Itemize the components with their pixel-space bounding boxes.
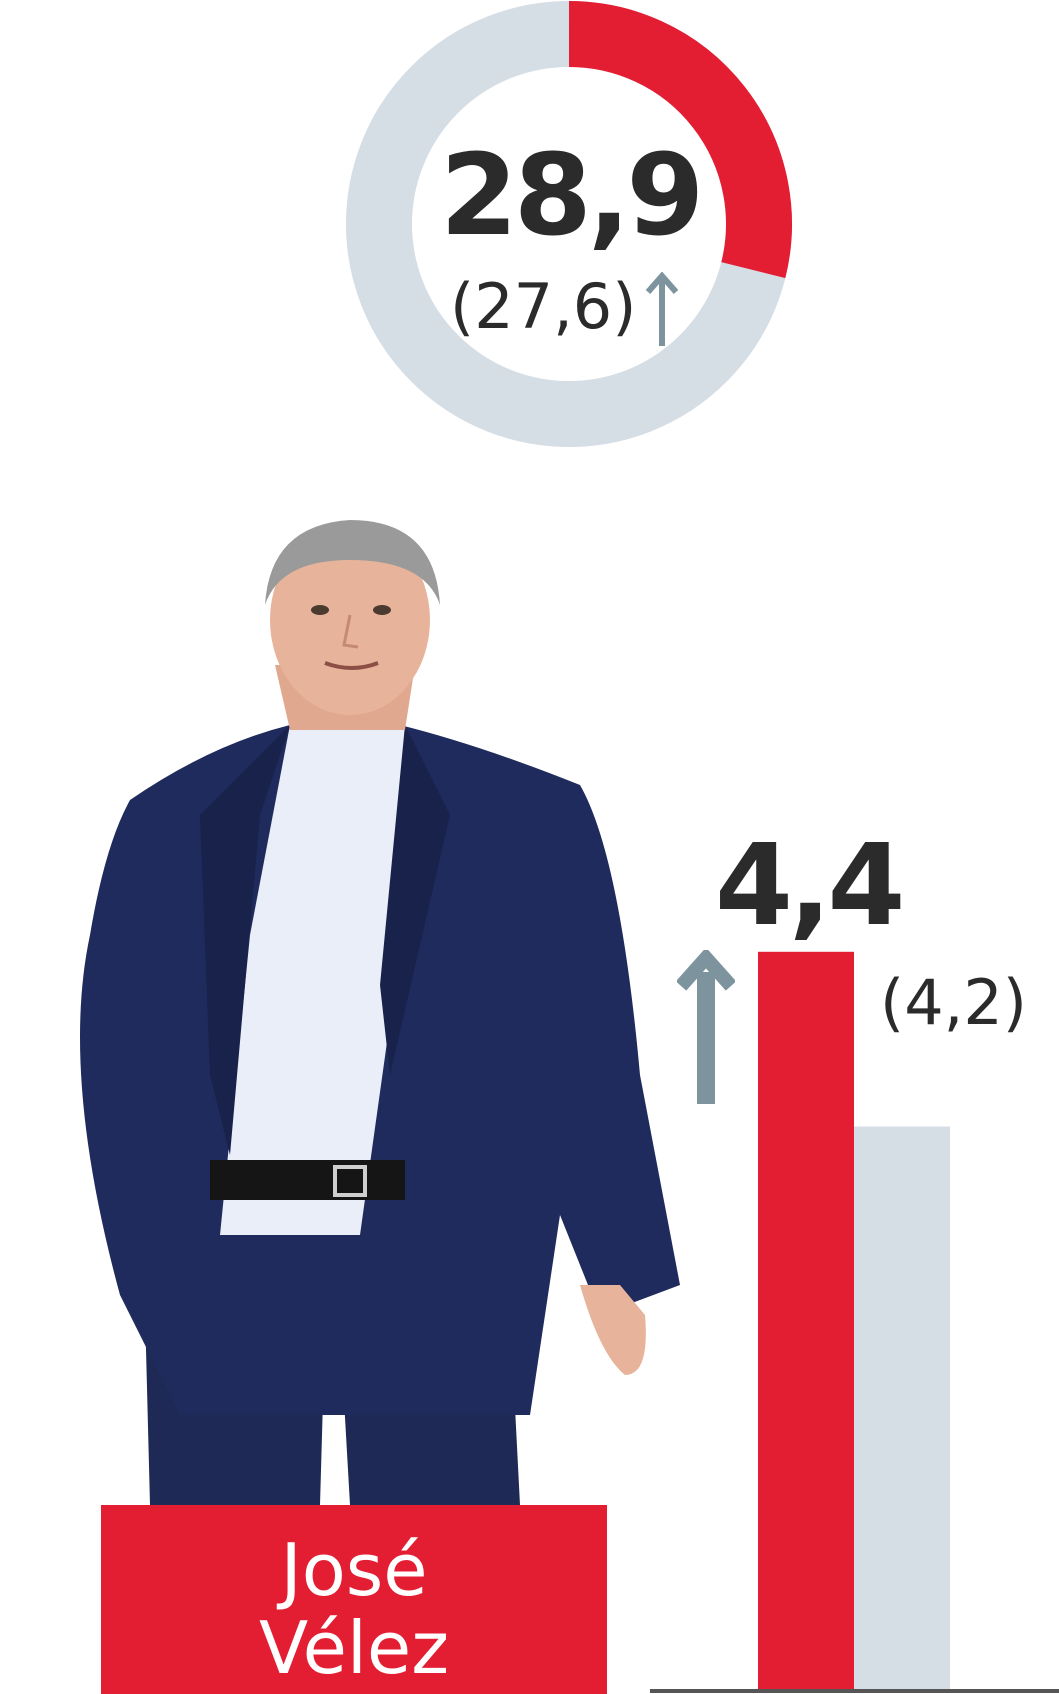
arrow-up-icon [645,272,679,346]
candidate-first-name: José [280,1528,428,1612]
donut-value: 28,9 [440,131,704,261]
bar-previous [854,1126,950,1691]
bar-value: 4,4 [715,821,905,951]
candidate-photo [80,520,680,1505]
donut-chart [346,1,792,447]
candidate-last-name: Vélez [258,1606,450,1690]
donut-slice [568,1,792,279]
bar-previous-value: (4,2) [880,966,1027,1039]
bar-current [758,951,854,1691]
arrow-up-icon [677,950,735,1104]
donut-previous-value: (27,6) [450,270,637,343]
candidate-name-label: José Vélez [101,1505,607,1694]
